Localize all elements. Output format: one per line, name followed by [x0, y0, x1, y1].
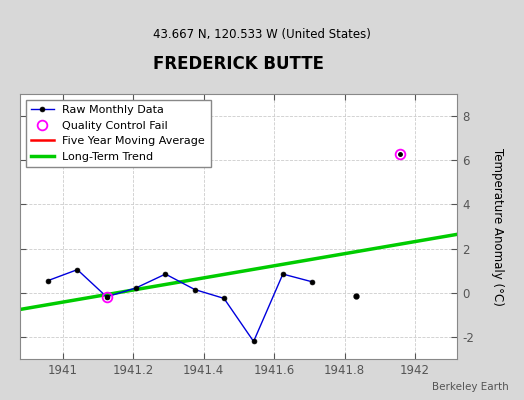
- Raw Monthly Data: [133, 286, 139, 290]
- Raw Monthly Data: [221, 296, 227, 301]
- Raw Monthly Data: [162, 272, 169, 276]
- Text: Berkeley Earth: Berkeley Earth: [432, 382, 508, 392]
- Raw Monthly Data: [45, 278, 51, 283]
- Line: Quality Control Fail: Quality Control Fail: [102, 149, 405, 302]
- Quality Control Fail: [397, 151, 403, 156]
- Legend: Raw Monthly Data, Quality Control Fail, Five Year Moving Average, Long-Term Tren: Raw Monthly Data, Quality Control Fail, …: [26, 100, 211, 167]
- Title: FREDERICK BUTTE: FREDERICK BUTTE: [154, 55, 324, 73]
- Raw Monthly Data: [280, 272, 286, 276]
- Quality Control Fail: [103, 294, 110, 299]
- Raw Monthly Data: [309, 280, 315, 284]
- Text: 43.667 N, 120.533 W (United States): 43.667 N, 120.533 W (United States): [153, 28, 371, 41]
- Raw Monthly Data: [192, 287, 198, 292]
- Line: Raw Monthly Data: Raw Monthly Data: [45, 267, 314, 344]
- Y-axis label: Temperature Anomaly (°C): Temperature Anomaly (°C): [491, 148, 504, 306]
- Raw Monthly Data: [250, 339, 257, 344]
- Raw Monthly Data: [74, 267, 81, 272]
- Raw Monthly Data: [103, 294, 110, 299]
